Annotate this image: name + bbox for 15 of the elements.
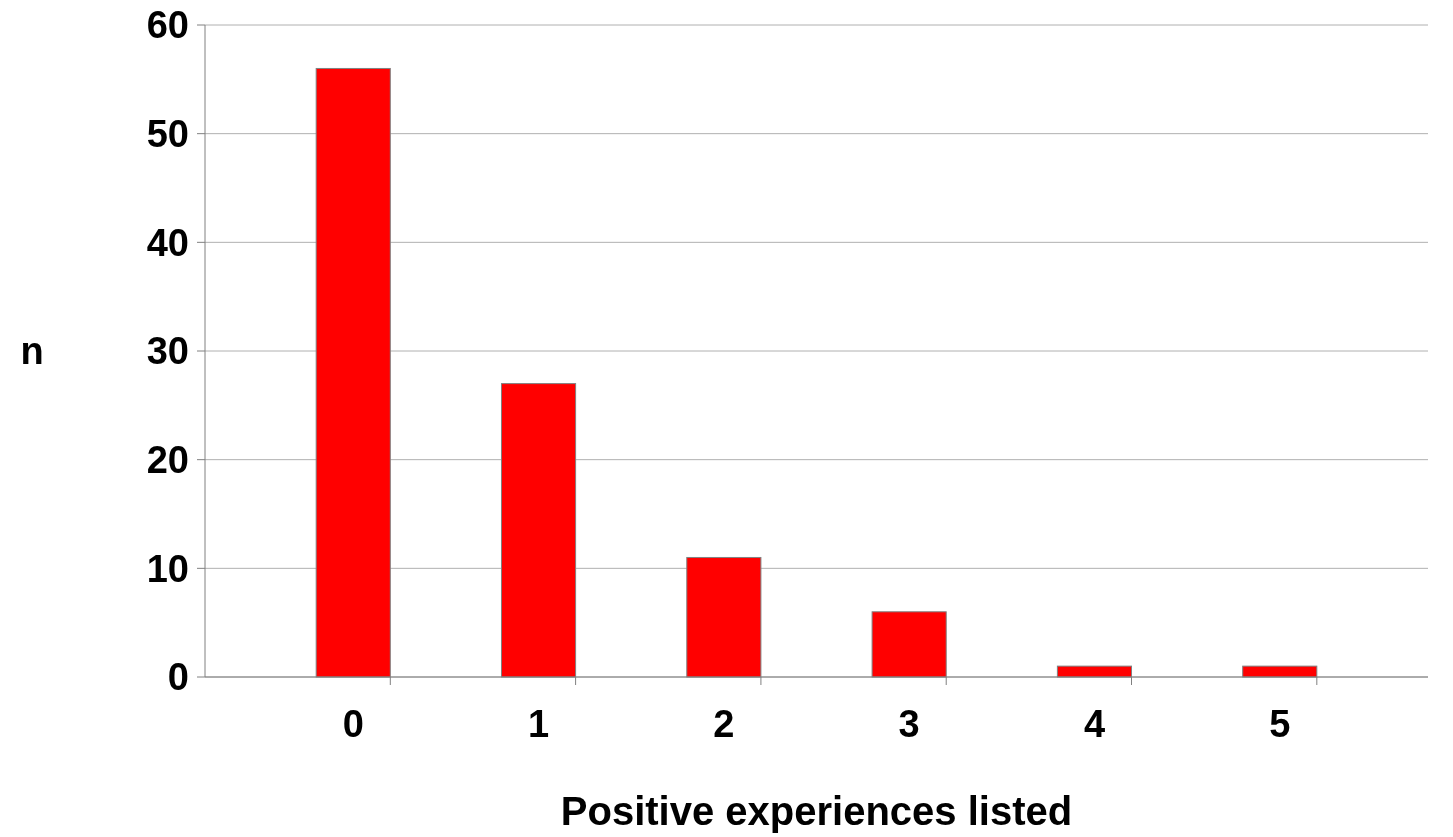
y-tick-label: 0 bbox=[167, 656, 189, 699]
y-tick-label: 30 bbox=[146, 330, 189, 373]
x-tick-label: 0 bbox=[342, 703, 364, 745]
x-tick-label: 3 bbox=[898, 703, 920, 745]
y-tick-label: 50 bbox=[146, 112, 189, 155]
x-tick-label: 5 bbox=[1269, 703, 1291, 745]
x-axis-title: Positive experiences listed bbox=[560, 789, 1073, 833]
y-tick-label: 10 bbox=[146, 547, 189, 590]
y-tick-label: 20 bbox=[146, 438, 189, 481]
x-tick-label: 2 bbox=[713, 703, 735, 745]
y-axis-title: n bbox=[20, 330, 44, 373]
y-tick-label: 40 bbox=[146, 221, 189, 264]
y-tick-label: 60 bbox=[146, 4, 189, 47]
x-tick-label: 1 bbox=[527, 703, 550, 745]
x-tick-label: 4 bbox=[1083, 703, 1106, 745]
